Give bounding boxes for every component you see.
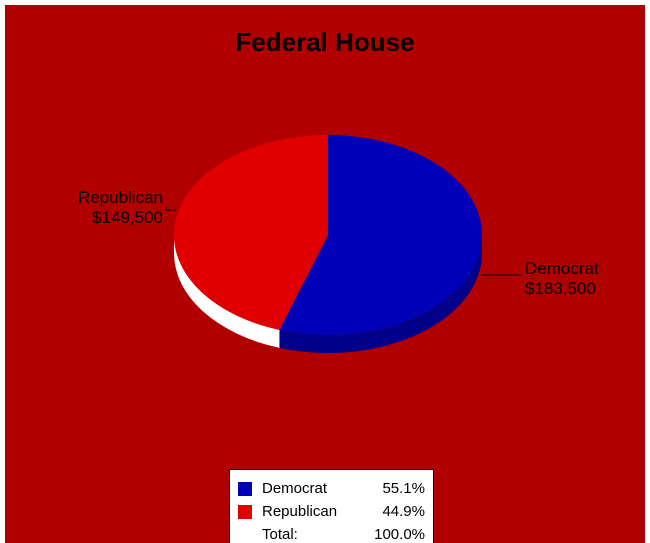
leader-line-republican	[165, 207, 176, 211]
chart-title: Federal House	[235, 27, 415, 57]
slice-label-republican: Republican $149,500	[23, 188, 163, 228]
slice-label-democrat: Democrat $183,500	[525, 259, 645, 299]
legend-total-percent: 100.0%	[374, 526, 425, 543]
pie-side-democrat	[279, 235, 482, 353]
legend-row-republican: Republican 44.9%	[230, 501, 435, 523]
slice-label-democrat-value: $183,500	[525, 279, 596, 298]
legend-swatch-republican	[238, 505, 252, 519]
legend-row-democrat: Democrat 55.1%	[230, 478, 435, 500]
slice-label-republican-name: Republican	[77, 188, 163, 207]
pie-chart	[165, 135, 522, 353]
legend-percent-republican: 44.9%	[382, 503, 425, 520]
legend-total-label: Total:	[262, 526, 298, 543]
legend-row-total: Total: 100.0%	[230, 524, 435, 543]
pie-side-republican	[174, 235, 280, 348]
legend-swatch-democrat	[238, 482, 252, 496]
legend-name-republican: Republican	[262, 503, 338, 520]
chart-area: Federal House Republican $149,500 Democr…	[5, 5, 645, 543]
pie-slice-republican	[174, 135, 328, 330]
slice-label-republican-value: $149,500	[92, 208, 163, 227]
legend-percent-democrat: 55.1%	[382, 480, 425, 497]
slice-label-democrat-name: Democrat	[525, 259, 599, 278]
legend: Democrat 55.1% Republican 44.9% Total: 1…	[229, 469, 434, 543]
legend-name-democrat: Democrat	[262, 480, 328, 497]
pie-slice-democrat	[279, 135, 482, 335]
